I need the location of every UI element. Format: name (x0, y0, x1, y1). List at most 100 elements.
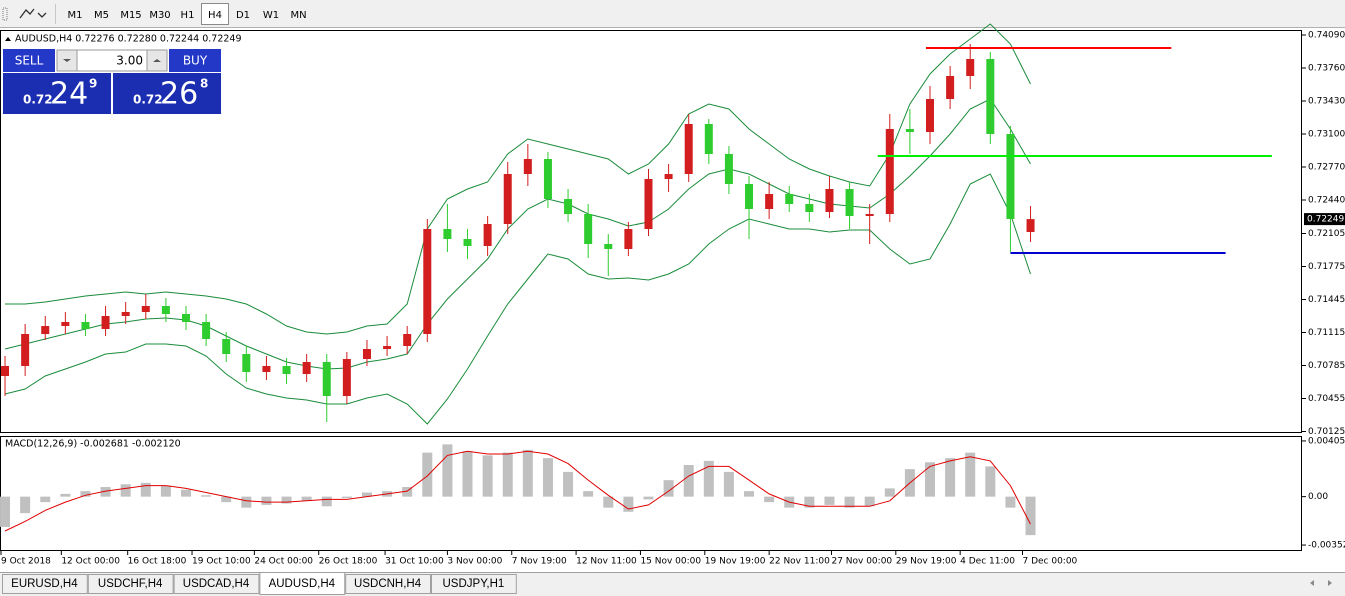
macd-bar (140, 482, 151, 497)
symbol-tab[interactable] (2, 574, 88, 594)
macd-bar (20, 496, 31, 514)
macd-label: MACD(12,26,9) -0.002681 -0.002120 (5, 439, 181, 450)
tool-icon[interactable] (19, 8, 47, 19)
macd-bar (442, 444, 453, 497)
candle-body (141, 306, 150, 312)
ask-box[interactable] (113, 73, 221, 114)
macd-bar (281, 496, 292, 504)
timeframe-label: D1 (236, 10, 250, 21)
candle-body (724, 154, 733, 184)
ask-point: 8 (200, 77, 208, 91)
timeframe-button[interactable] (174, 3, 201, 25)
candle-body (443, 229, 452, 239)
macd-bar (402, 487, 413, 497)
bid-box[interactable] (3, 73, 111, 114)
candle-body (986, 59, 995, 134)
timeframe-button[interactable] (201, 3, 229, 25)
candle-body (946, 76, 955, 99)
bollinger-lower (4, 173, 1031, 425)
timeframe-button[interactable] (116, 3, 146, 25)
x-tick-label: 31 Oct 10:00 (385, 557, 444, 567)
buy-label: BUY (183, 54, 208, 68)
candle-body (584, 214, 593, 244)
timeframe-button[interactable] (229, 3, 257, 25)
macd-bar (341, 496, 352, 499)
symbol-tab-label: USDCHF,H4 (98, 578, 163, 590)
timeframe-button[interactable] (146, 3, 174, 25)
x-tick-label: 9 Oct 2018 (1, 557, 51, 567)
symbol-info: AUDUSD,H4 0.72276 0.72280 0.72244 0.7224… (15, 34, 242, 45)
candle-body (825, 189, 834, 212)
candle-body (282, 366, 291, 374)
macd-bar (884, 488, 895, 497)
symbol-tab-label: EURUSD,H4 (11, 578, 78, 590)
macd-bar (945, 458, 956, 497)
ask-big: 0.72 (133, 93, 163, 107)
candle-body (121, 312, 130, 316)
macd-bar (804, 496, 815, 508)
macd-bar (261, 496, 272, 505)
macd-bar (683, 465, 694, 497)
timeframe-button[interactable] (257, 3, 285, 25)
macd-bar (965, 452, 976, 497)
macd-bar (703, 460, 714, 497)
macd-bar (985, 466, 996, 497)
timeframe-label: M15 (120, 10, 141, 21)
macd-bar (0, 496, 11, 527)
lot-down-icon (63, 59, 71, 62)
macd-bar (60, 493, 71, 497)
sell-label: SELL (15, 54, 44, 68)
timeframe-button[interactable] (62, 3, 88, 25)
macd-bar (100, 487, 111, 497)
timeframe-label: H4 (208, 10, 222, 21)
timeframe-label: M30 (149, 10, 170, 21)
tool-icon[interactable] (2, 7, 8, 21)
candle-body (222, 339, 231, 354)
lot-value: 3.00 (116, 54, 143, 68)
candle-body (61, 322, 70, 326)
bollinger-middle (4, 98, 1031, 370)
candle-body (202, 322, 211, 339)
x-tick-label: 27 Nov 00:00 (831, 557, 892, 567)
y-tick-label: -0.00352 (1308, 541, 1345, 551)
candle-body (604, 244, 613, 249)
symbol-tab[interactable] (345, 574, 432, 594)
candle-body (182, 314, 190, 322)
y-tick-label: 0.70125 (1308, 427, 1345, 437)
x-tick-label: 3 Nov 00:00 (447, 557, 502, 567)
lot-up-icon (153, 59, 161, 62)
y-tick-label: 0.73100 (1308, 130, 1345, 140)
macd-bar (583, 491, 594, 497)
symbol-tab[interactable] (259, 572, 346, 595)
candle-body (342, 359, 351, 396)
candle-body (865, 214, 874, 216)
candle-body (403, 334, 412, 346)
candle-body (785, 194, 794, 204)
symbol-tab[interactable] (87, 574, 174, 594)
y-tick-label: 0.73760 (1308, 64, 1345, 74)
symbol-tab[interactable] (173, 574, 260, 594)
candle-body (624, 229, 633, 249)
candle-body (423, 229, 432, 334)
candle-body (885, 129, 894, 214)
symbol-tab[interactable] (431, 574, 517, 594)
macd-bar (925, 462, 935, 497)
buy-button[interactable] (169, 49, 221, 72)
candle-body (302, 362, 311, 374)
x-tick-label: 22 Nov 11:00 (769, 557, 830, 567)
candle-body (81, 322, 90, 329)
candle-body (543, 159, 552, 199)
candle-body (845, 189, 854, 216)
macd-bar (744, 491, 755, 497)
sell-button[interactable] (3, 49, 55, 72)
macd-bar (542, 458, 553, 497)
x-tick-label: 24 Oct 00:00 (254, 557, 313, 567)
timeframe-button[interactable] (285, 3, 312, 25)
candle-body (765, 194, 774, 209)
timeframe-button[interactable] (88, 3, 115, 25)
trade-panel: SELL 3.00 BUY 0.72 24 9 0.72 26 8 (3, 49, 221, 114)
timeframe-label: H1 (181, 10, 195, 21)
macd-bar (361, 492, 372, 497)
macd-bar (1025, 496, 1036, 536)
